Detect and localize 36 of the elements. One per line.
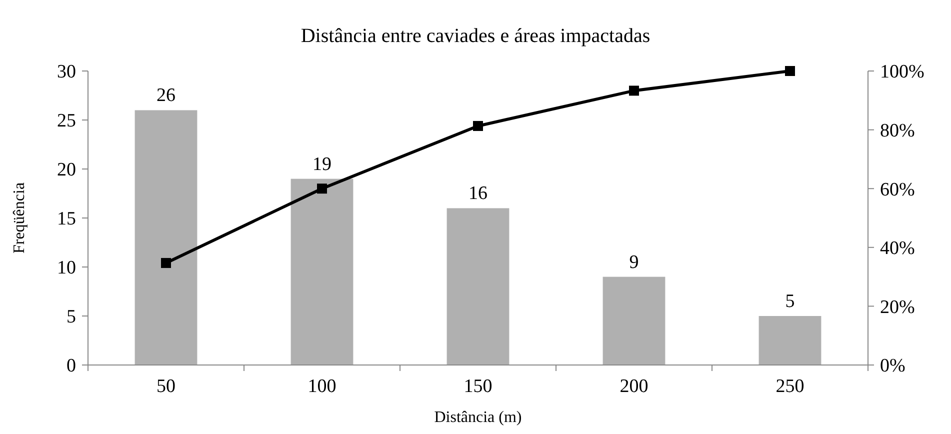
x-tick-label: 250 [776,376,804,397]
point [785,66,795,76]
x-axis-title: Distância (m) [434,409,522,426]
bar [602,276,666,365]
y-tick-label: 0 [66,356,76,377]
y-tick-label: 25 [57,110,76,132]
data-label: 9 [629,252,639,273]
y2-tick-label: 60% [880,179,915,200]
y2-tick-label: 80% [880,120,915,142]
y2-tick-label: 100% [880,62,924,83]
y-tick-label: 10 [57,258,76,279]
y-tick-label: 20 [57,160,76,181]
y-tick-label: 5 [66,306,76,328]
y2-tick-label: 20% [880,296,915,318]
chart-title: Distância entre caviades e áreas impactadas [300,25,650,47]
bar [758,316,822,365]
data-label: 5 [785,291,795,312]
y2-tick-label: 0% [880,356,906,377]
x-tick-label: 100 [308,376,336,397]
bar [446,208,510,365]
bar [134,110,198,365]
x-tick-label: 200 [620,376,648,397]
point [629,86,639,96]
point [473,120,483,131]
data-label: 26 [156,85,176,106]
data-label: 16 [468,183,488,204]
point [317,184,327,194]
x-tick-label: 50 [156,376,176,397]
x-tick-label: 150 [464,376,492,397]
data-label: 19 [312,154,332,175]
bar [290,178,354,365]
y2-tick-label: 40% [880,238,915,260]
y-tick-label: 15 [57,208,76,230]
y-tick-label: 30 [57,62,76,83]
point [161,258,171,268]
y-axis-title: Freqüência [11,182,28,254]
